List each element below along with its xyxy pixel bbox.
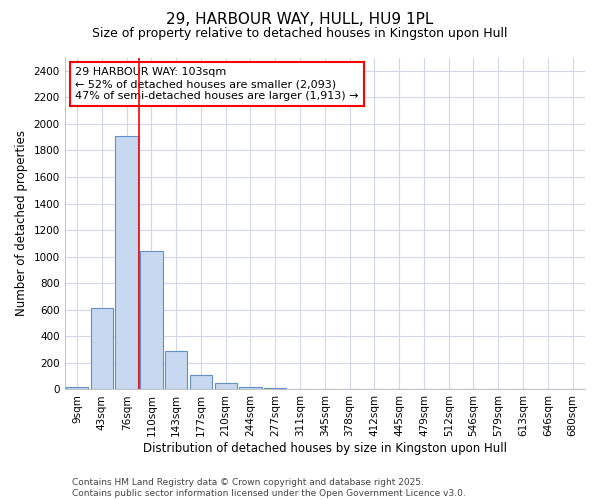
Text: Contains HM Land Registry data © Crown copyright and database right 2025.
Contai: Contains HM Land Registry data © Crown c… — [72, 478, 466, 498]
Y-axis label: Number of detached properties: Number of detached properties — [15, 130, 28, 316]
Bar — [215, 383, 237, 390]
X-axis label: Distribution of detached houses by size in Kingston upon Hull: Distribution of detached houses by size … — [143, 442, 507, 455]
Text: 29, HARBOUR WAY, HULL, HU9 1PL: 29, HARBOUR WAY, HULL, HU9 1PL — [166, 12, 434, 28]
Bar — [140, 250, 163, 390]
Bar — [239, 387, 262, 390]
Bar — [165, 351, 187, 390]
Bar — [190, 375, 212, 390]
Text: Size of property relative to detached houses in Kingston upon Hull: Size of property relative to detached ho… — [92, 28, 508, 40]
Bar — [115, 136, 138, 390]
Bar — [264, 388, 286, 390]
Bar — [91, 308, 113, 390]
Text: 29 HARBOUR WAY: 103sqm
← 52% of detached houses are smaller (2,093)
47% of semi-: 29 HARBOUR WAY: 103sqm ← 52% of detached… — [75, 68, 359, 100]
Bar — [66, 387, 88, 390]
